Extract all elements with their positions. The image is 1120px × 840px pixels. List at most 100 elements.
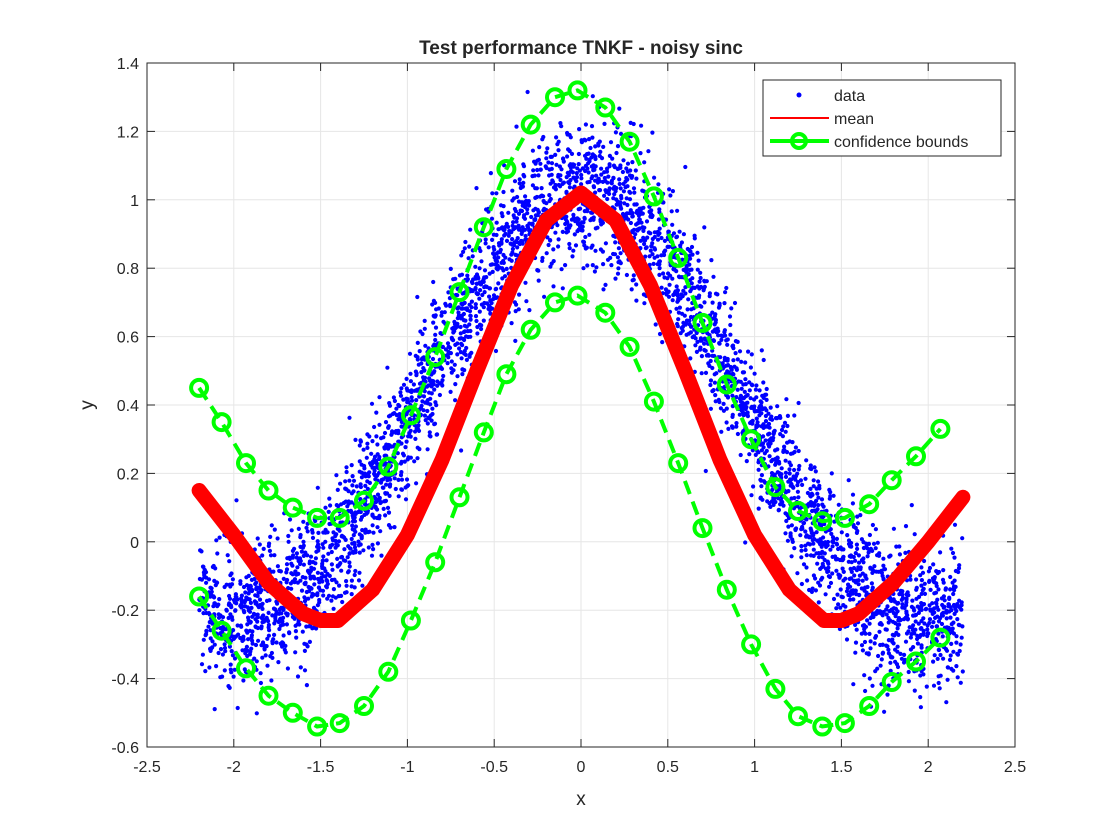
data-point [884,627,889,632]
data-point [955,617,960,622]
data-point [656,217,662,222]
x-tick-label: -2 [227,759,241,776]
data-point [494,286,499,291]
data-point [951,591,956,597]
data-point [601,144,606,149]
data-point [363,474,368,479]
data-point [758,399,763,404]
data-point [523,280,528,285]
data-point [891,606,897,611]
data-point [667,282,672,287]
data-point [473,276,478,281]
data-point [383,499,388,504]
data-point [338,481,343,486]
data-point [598,149,603,154]
data-point [396,402,401,408]
confidence-bound-lower-marker [449,487,470,508]
data-point [708,382,713,388]
data-point [460,302,465,307]
data-point [375,525,380,530]
data-point [443,301,448,306]
data-point [629,287,634,292]
data-point [235,623,240,628]
data-point [712,380,718,385]
data-point [593,144,598,149]
data-point [223,627,228,632]
data-point [504,238,510,243]
data-point [756,450,761,455]
data-point [530,183,536,188]
data-point [948,574,953,580]
data-point [607,191,612,196]
data-point [330,594,335,599]
data-point [433,332,438,337]
data-point [358,509,363,515]
data-point [738,452,743,458]
data-point [324,585,329,590]
data-point [646,149,651,154]
data-point [829,531,834,537]
data-point [369,451,374,456]
data-point [721,408,727,413]
data-point [573,219,578,224]
data-point [745,410,750,415]
data-point [784,489,789,494]
data-point [427,430,432,435]
data-point [214,580,219,585]
data-point [809,528,814,533]
data-point [828,547,833,552]
data-point [250,614,255,619]
data-point [554,135,559,140]
data-point [695,250,700,255]
data-point [504,266,509,271]
confidence-bound-upper-marker [189,377,210,398]
data-point [250,641,255,646]
data-point [938,652,943,658]
data-point [510,250,515,255]
data-point [409,395,414,400]
data-point [867,631,872,637]
data-point [947,609,952,614]
data-point [683,164,688,170]
data-point [906,679,912,684]
confidence-bound-lower-marker [496,364,517,385]
data-point [290,614,295,620]
data-point [325,596,330,601]
data-point [525,211,530,216]
data-point [865,618,870,623]
data-point [302,641,307,646]
data-point [856,560,862,565]
data-point [402,459,407,464]
data-point [375,497,381,502]
data-point [864,651,869,656]
data-point [576,151,582,157]
data-point [723,290,728,295]
data-point [229,634,235,639]
data-point [748,420,753,426]
data-point [294,551,299,556]
data-point [258,671,263,676]
data-point [615,255,621,260]
data-point [383,453,388,458]
data-point [807,542,813,547]
data-point [427,390,432,395]
data-point [789,523,795,528]
data-point [610,156,615,161]
data-point [674,235,679,240]
data-point [330,567,335,572]
data-point [805,578,810,583]
data-point [756,506,761,511]
confidence-bound-upper-marker [473,217,494,238]
data-point [813,469,818,474]
data-point [811,553,816,559]
data-point [222,668,227,673]
data-point [392,476,397,481]
data-point [586,170,591,175]
data-point [732,364,737,369]
data-point [862,627,867,632]
data-point [888,654,893,659]
data-point [941,656,946,661]
data-point [375,541,380,546]
data-point [275,601,280,606]
data-point [904,611,909,616]
